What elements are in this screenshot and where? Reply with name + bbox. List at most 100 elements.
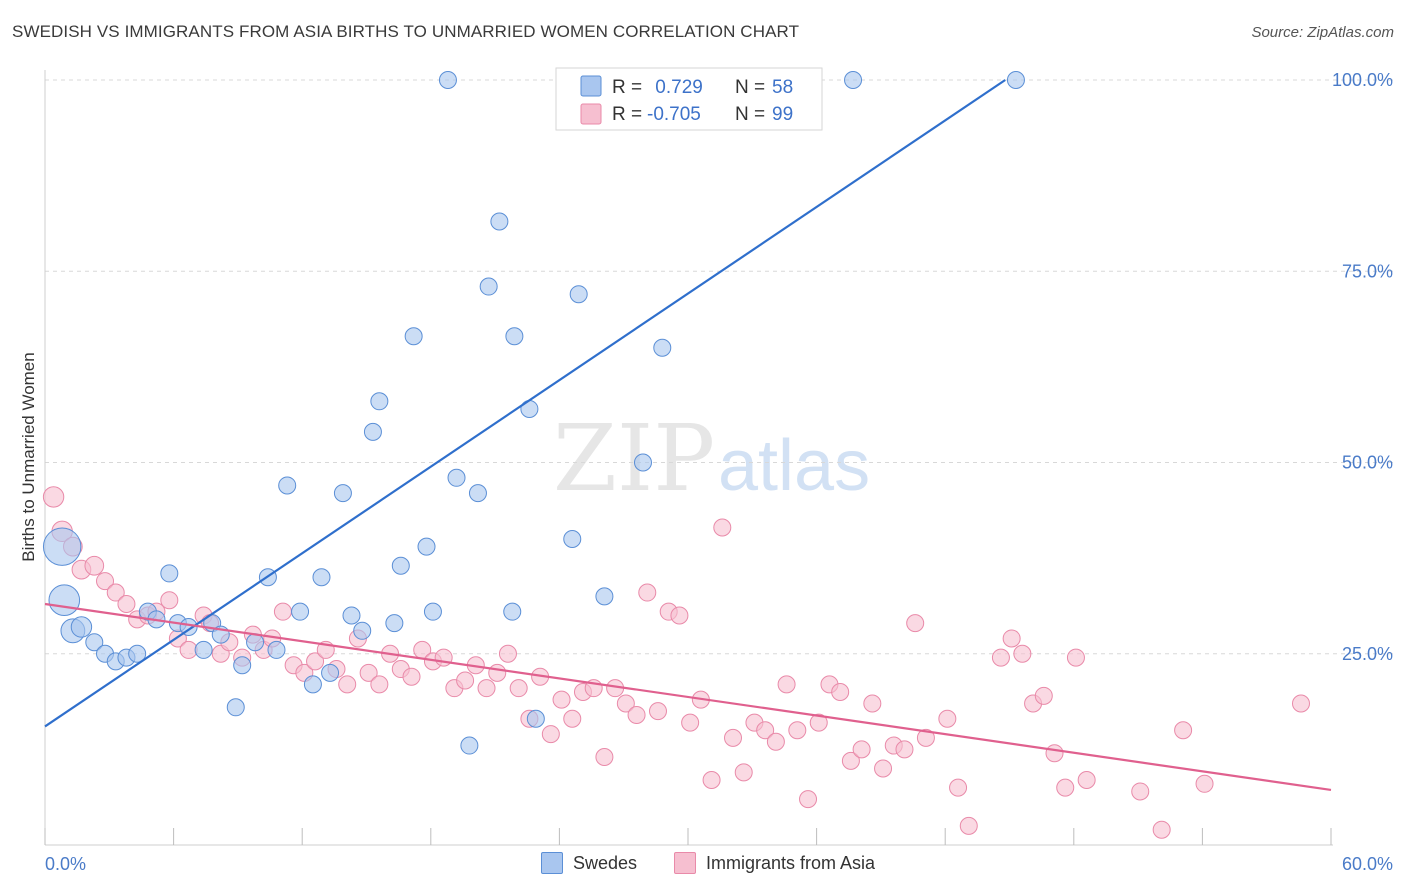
swedes-point-42: [490, 212, 509, 231]
asia-point-99: [1291, 694, 1310, 713]
legend-r-label-asia: R =: [612, 104, 642, 125]
swedes-point-3: [70, 616, 93, 638]
asia-point-56: [638, 583, 657, 602]
x-tick-label-min: 0.0%: [45, 854, 86, 874]
swedes-point-41: [479, 277, 498, 296]
asia-point-81: [906, 614, 925, 633]
swedes-point-22: [278, 476, 297, 495]
swedes-point-17: [226, 698, 245, 717]
asia-point-54: [616, 694, 635, 713]
swedes-point-4: [85, 633, 104, 652]
asia-point-76: [852, 740, 871, 759]
asia-point-6: [106, 583, 125, 602]
asia-point-57: [648, 702, 667, 721]
swedes-point-27: [333, 484, 352, 503]
swedes-point-53: [653, 338, 672, 357]
asia-point-55: [627, 705, 646, 724]
swedes-point-49: [595, 587, 614, 606]
swedes-point-21: [267, 640, 286, 659]
y-tick-label-0: 25.0%: [1342, 644, 1393, 664]
swedes-point-45: [520, 399, 539, 418]
asia-point-77: [863, 694, 882, 713]
swedes-point-35: [417, 537, 436, 556]
asia-point-71: [799, 790, 818, 809]
swedes-point-37: [438, 71, 457, 89]
asia-point-74: [831, 683, 850, 701]
legend-swatch-asia: [580, 103, 602, 125]
swedes-point-51: [633, 453, 652, 472]
asia-point-0: [42, 486, 65, 508]
swedes-point-23: [291, 602, 310, 621]
asia-point-43: [498, 644, 517, 663]
asia-point-68: [766, 732, 785, 751]
swedes-point-40: [468, 484, 487, 503]
y-tick-label-1: 50.0%: [1342, 453, 1393, 473]
gridlines: [45, 79, 1393, 655]
swedes-point-30: [363, 422, 382, 441]
asia-point-82: [916, 728, 935, 747]
swedes-point-14: [194, 640, 213, 659]
swedes-point-36: [423, 602, 442, 621]
legend-label-asia: Immigrants from Asia: [706, 852, 876, 873]
swedes-point-31: [370, 392, 389, 411]
legend-label-swedes: Swedes: [573, 852, 638, 873]
asia-point-64: [724, 728, 743, 747]
asia-point-30: [359, 663, 378, 682]
asia-point-90: [1034, 686, 1053, 705]
asia-point-48: [552, 690, 571, 709]
swedes-point-57: [1006, 71, 1025, 89]
asia-point-85: [959, 816, 978, 835]
swedes-point-47: [563, 530, 582, 548]
asia-point-67: [756, 721, 775, 740]
legend-n-label-asia: N =: [735, 104, 765, 125]
asia-swatch: [674, 852, 696, 874]
y-axis-tick-labels: 25.0% 50.0% 75.0% 100.0%: [1332, 70, 1393, 664]
legend-item-asia: Immigrants from Asia: [674, 852, 875, 874]
asia-point-28: [338, 675, 357, 694]
y-tick-label-3: 100.0%: [1332, 70, 1393, 90]
watermark-atlas: atlas: [718, 426, 870, 506]
asia-point-62: [702, 770, 721, 789]
watermark: ZIP atlas: [553, 405, 870, 512]
asia-point-94: [1077, 770, 1096, 789]
legend-r-label-swedes: R =: [612, 77, 642, 98]
asia-point-84: [949, 778, 968, 797]
asia-point-42: [488, 663, 507, 682]
swedes-point-24: [303, 675, 322, 694]
asia-point-88: [1013, 644, 1032, 663]
asia-point-98: [1195, 774, 1214, 793]
correlation-legend: R = 0.729 N = 58 R = -0.705 N = 99: [555, 67, 823, 131]
asia-point-72: [809, 713, 828, 732]
chart-source: Source: ZipAtlas.com: [1251, 24, 1394, 41]
asia-point-96: [1152, 820, 1171, 839]
swedes-point-43: [503, 602, 522, 621]
swedes-point-29: [353, 621, 372, 640]
asia-point-86: [991, 648, 1010, 667]
asia-point-49: [563, 709, 582, 728]
swedes-point-32: [385, 614, 404, 633]
asia-point-31: [370, 675, 389, 694]
asia-point-11: [160, 591, 179, 610]
asia-point-63: [713, 518, 732, 537]
asia-point-22: [273, 602, 292, 621]
asia-point-91: [1045, 744, 1064, 763]
legend-n-label-swedes: N =: [735, 77, 765, 98]
swedes-point-25: [312, 568, 331, 587]
asia-point-65: [734, 763, 753, 782]
swedes-trend-line: [44, 79, 1006, 728]
asia-point-93: [1066, 648, 1085, 667]
swedes-point-26: [321, 663, 340, 682]
asia-point-44: [509, 679, 528, 698]
asia-point-95: [1131, 782, 1150, 801]
asia-point-52: [595, 748, 614, 767]
legend-r-value-asia: -0.705: [647, 104, 701, 125]
x-axis-ticks: [44, 828, 1332, 845]
asia-point-78: [874, 759, 893, 778]
y-axis-label: Births to Unmarried Women: [19, 352, 38, 561]
asia-point-69: [777, 675, 796, 694]
asia-point-7: [117, 595, 136, 614]
y-tick-label-2: 75.0%: [1342, 261, 1393, 281]
swedes-point-44: [505, 327, 524, 346]
asia-point-25: [306, 652, 325, 671]
